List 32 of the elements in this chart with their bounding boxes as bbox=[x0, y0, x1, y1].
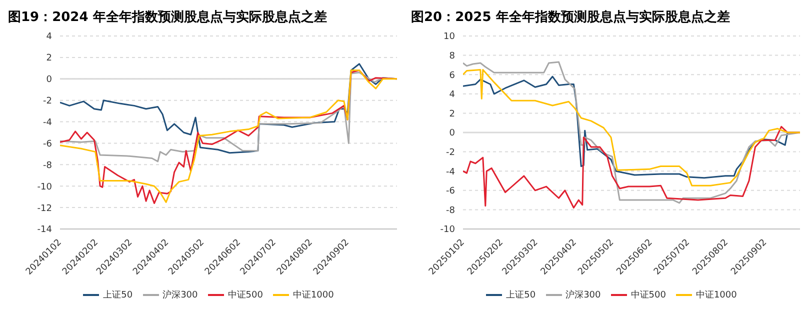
legend-label: 沪深300 bbox=[162, 290, 198, 300]
chart-title: 图19：2024 年全年指数预测股息点与实际股息点之差 bbox=[8, 8, 328, 27]
y-tick-label: -14 bbox=[37, 225, 52, 236]
legend-label: 沪深300 bbox=[566, 290, 601, 300]
y-tick-label: -4 bbox=[446, 167, 456, 178]
legend-label: 上证50 bbox=[506, 290, 536, 300]
y-tick-label: 8 bbox=[449, 51, 456, 62]
y-tick-label: -12 bbox=[37, 204, 52, 214]
y-tick-label: -10 bbox=[440, 225, 456, 236]
y-tick-label: 2 bbox=[449, 109, 455, 120]
y-tick-label: -2 bbox=[446, 148, 455, 158]
y-tick-label: -6 bbox=[43, 139, 52, 150]
legend-label: 中证500 bbox=[228, 290, 263, 300]
legend-label: 上证50 bbox=[103, 290, 133, 300]
y-tick-label: -10 bbox=[37, 182, 52, 192]
line-series bbox=[463, 61, 800, 204]
legend-label: 中证500 bbox=[630, 290, 666, 300]
y-tick-label: -4 bbox=[43, 118, 52, 128]
y-tick-label: -8 bbox=[43, 160, 52, 171]
y-tick-label: -2 bbox=[43, 96, 52, 107]
y-tick-label: 0 bbox=[46, 75, 52, 86]
y-tick-label: 6 bbox=[449, 70, 456, 81]
legend-label: 中证1000 bbox=[292, 290, 334, 300]
chart-title: 图20：2025 年全年指数预测股息点与实际股息点之差 bbox=[411, 8, 731, 27]
y-tick-label: 4 bbox=[46, 32, 52, 42]
y-tick-label: 4 bbox=[449, 90, 456, 100]
y-tick-label: -8 bbox=[446, 206, 456, 216]
legend-label: 中证1000 bbox=[696, 290, 737, 300]
y-tick-label: 0 bbox=[449, 128, 456, 139]
y-tick-label: -6 bbox=[446, 186, 456, 197]
y-tick-label: 2 bbox=[46, 54, 52, 64]
y-tick-label: 10 bbox=[444, 32, 456, 42]
